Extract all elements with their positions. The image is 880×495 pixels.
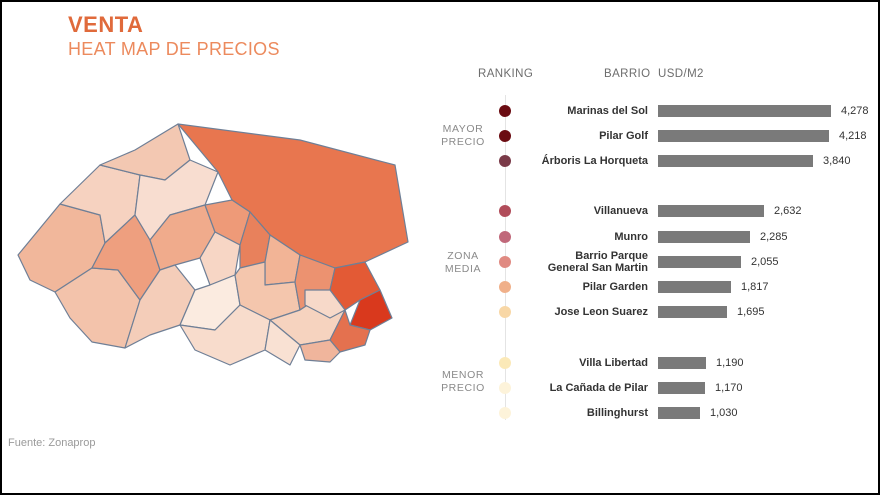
price-bar <box>658 382 705 394</box>
barrio-label: Villa Libertad <box>579 357 648 369</box>
rank-dot <box>499 382 511 394</box>
map-region <box>299 339 341 363</box>
group-label-menor: MENOR PRECIO <box>441 369 485 394</box>
price-bar <box>658 256 741 268</box>
price-bar <box>658 130 829 142</box>
barrio-label: La Cañada de Pilar <box>549 382 648 394</box>
barrio-label: Villanueva <box>593 205 648 217</box>
barrio-header: BARRIO <box>604 68 651 80</box>
barrio-label: Barrio Parque General San Martin <box>547 250 648 274</box>
price-bar <box>658 357 706 369</box>
price-bar <box>658 231 750 243</box>
rank-dot <box>499 105 511 117</box>
price-value: 1,695 <box>737 306 765 318</box>
price-value: 1,190 <box>716 357 744 369</box>
price-value: 1,030 <box>710 407 738 419</box>
price-value: 3,840 <box>823 155 851 167</box>
price-bar <box>658 407 700 419</box>
rank-dot <box>499 256 511 268</box>
price-bar <box>658 281 731 293</box>
barrio-label: Jose Leon Suarez <box>554 306 648 318</box>
price-bar <box>658 105 831 117</box>
map-region <box>264 319 301 366</box>
rank-dot <box>499 407 511 419</box>
rank-dot <box>499 205 511 217</box>
price-value: 2,055 <box>751 256 779 268</box>
price-value: 2,632 <box>774 205 802 217</box>
rank-dot <box>499 357 511 369</box>
barrio-label: Billinghurst <box>586 407 648 419</box>
price-bar <box>658 306 727 318</box>
rank-dot <box>499 130 511 142</box>
page-title: VENTA <box>68 12 144 37</box>
map-region <box>304 289 346 319</box>
price-bar <box>658 155 813 167</box>
group-label-mayor: MAYOR PRECIO <box>441 123 485 148</box>
rank-dot <box>499 306 511 318</box>
price-bar <box>658 205 764 217</box>
source-note: Fuente: Zonaprop <box>8 437 96 449</box>
page-subtitle: HEAT MAP DE PRECIOS <box>68 39 280 59</box>
barrio-label: Marinas del Sol <box>567 105 648 117</box>
price-value: 2,285 <box>760 231 788 243</box>
group-label-media: ZONA MEDIA <box>444 250 482 275</box>
rank-dot <box>499 155 511 167</box>
price-value: 1,170 <box>715 382 743 394</box>
map-region <box>349 289 393 331</box>
unit-header: USD/M2 <box>658 68 704 80</box>
price-value: 4,218 <box>839 130 867 142</box>
rank-dot <box>499 281 511 293</box>
rank-dot <box>499 231 511 243</box>
barrio-label: Munro <box>614 231 648 243</box>
price-value: 4,278 <box>841 105 869 117</box>
ranking-header: RANKING <box>478 68 534 80</box>
barrio-label: Pilar Garden <box>582 281 648 293</box>
price-value: 1,817 <box>741 281 769 293</box>
barrio-label: Pilar Golf <box>599 130 648 142</box>
barrio-label: Árboris La Horqueta <box>541 155 648 167</box>
